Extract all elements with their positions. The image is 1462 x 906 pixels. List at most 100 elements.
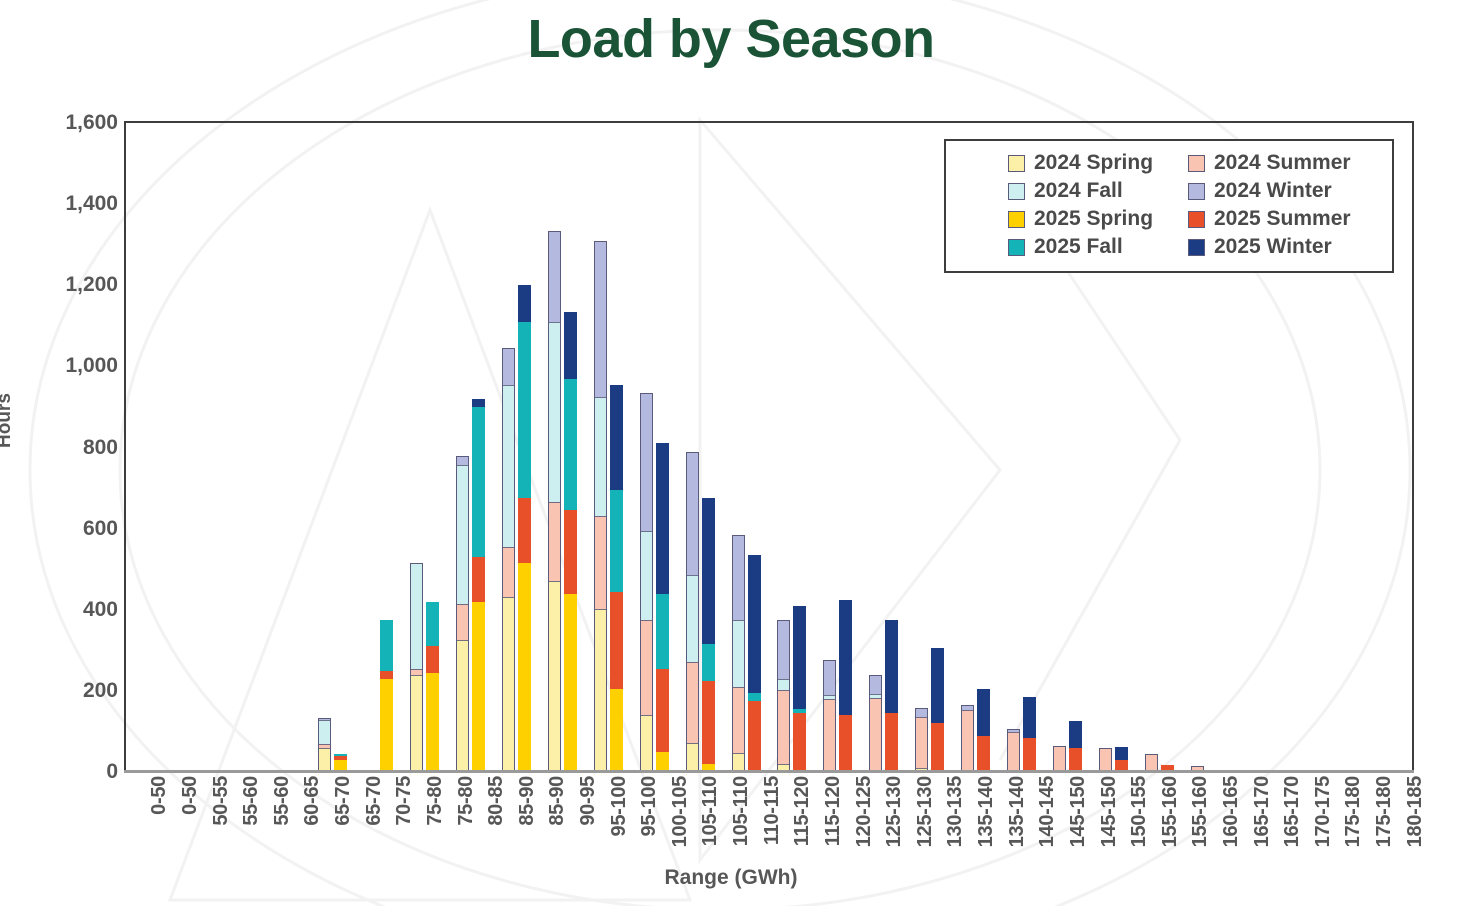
- x-axis-tick-label: 85-90: [515, 776, 538, 826]
- chart-title: Load by Season: [527, 9, 935, 69]
- bar-2024[interactable]: [869, 674, 883, 772]
- bar-2024[interactable]: [961, 705, 975, 772]
- bar-group: [448, 123, 494, 772]
- bar-segment: [548, 502, 560, 582]
- bar-segment: [502, 349, 514, 386]
- bar-2025[interactable]: [609, 384, 623, 772]
- bar-segment: [517, 285, 531, 322]
- bar-segment: [1069, 748, 1083, 772]
- bar-segment: [426, 601, 440, 647]
- bar-2025[interactable]: [1023, 696, 1037, 772]
- bar-2024[interactable]: [547, 230, 561, 772]
- bar-2025[interactable]: [426, 601, 440, 772]
- bar-segment: [471, 406, 485, 558]
- x-axis-tick-label: 145-150: [1066, 776, 1089, 848]
- bar-2024[interactable]: [823, 659, 837, 772]
- legend-item[interactable]: 2025 Winter: [1176, 233, 1382, 261]
- bar-2025[interactable]: [931, 648, 945, 772]
- bar-2025[interactable]: [1069, 721, 1083, 772]
- legend-item[interactable]: 2024 Summer: [1176, 149, 1382, 177]
- bar-segment: [1054, 746, 1066, 771]
- bar-2025[interactable]: [471, 398, 485, 772]
- bar-segment: [411, 564, 423, 669]
- bar-segment: [732, 620, 744, 687]
- bar-segment: [456, 456, 468, 465]
- bar-2025[interactable]: [701, 498, 715, 772]
- legend-item[interactable]: 2024 Fall: [956, 177, 1162, 205]
- x-axis-tick-label: 140-145: [1036, 776, 1059, 848]
- bar-segment: [732, 752, 744, 771]
- bar-segment: [732, 535, 744, 621]
- bar-segment: [594, 609, 606, 771]
- bar-segment: [594, 241, 606, 398]
- bar-2024[interactable]: [731, 534, 745, 772]
- bar-segment: [977, 735, 991, 772]
- bar-segment: [609, 490, 623, 592]
- x-axis-tick-label: 165-170: [1281, 776, 1304, 848]
- bar-segment: [594, 516, 606, 610]
- x-axis-tick-label: 55-60: [240, 776, 263, 826]
- bar-2024[interactable]: [1053, 745, 1067, 772]
- bar-segment: [839, 715, 853, 772]
- bar-segment: [548, 581, 560, 771]
- x-axis-tick-label: 55-60: [270, 776, 293, 826]
- x-axis-ticks: 0-50 0-50 50-55 55-60 55-60 60-65 65-70 65-70 70…: [126, 776, 1425, 872]
- x-axis-tick-label: 65-70: [362, 776, 385, 826]
- x-axis-tick-label: 75-80: [454, 776, 477, 826]
- bar-2024[interactable]: [1007, 729, 1021, 772]
- bar-2024[interactable]: [777, 620, 791, 772]
- x-axis-tick-label: 155-160: [1158, 776, 1181, 848]
- bar-group: [815, 123, 861, 772]
- bar-segment: [517, 563, 531, 772]
- bar-segment: [609, 591, 623, 689]
- bar-2025[interactable]: [380, 619, 394, 772]
- bar-segment: [778, 689, 790, 764]
- x-axis-tick-label: 80-85: [485, 776, 508, 826]
- bar-2024[interactable]: [318, 718, 332, 772]
- legend-item[interactable]: 2025 Summer: [1176, 205, 1382, 233]
- bar-2025[interactable]: [563, 311, 577, 772]
- bar-group: [769, 123, 815, 772]
- legend-item[interactable]: 2025 Fall: [956, 233, 1162, 261]
- bar-2025[interactable]: [793, 605, 807, 772]
- legend-item[interactable]: 2024 Spring: [956, 149, 1162, 177]
- bar-2024[interactable]: [410, 563, 424, 772]
- bar-segment: [747, 555, 761, 693]
- x-axis-tick-label: 95-100: [638, 776, 661, 837]
- bar-segment: [870, 697, 882, 771]
- x-axis-tick-label: 120-125: [852, 776, 875, 848]
- x-axis-tick-label: 75-80: [423, 776, 446, 826]
- bar-segment: [471, 601, 485, 772]
- bar-2024[interactable]: [455, 455, 469, 772]
- bar-group: [539, 123, 585, 772]
- bar-2025[interactable]: [885, 619, 899, 772]
- x-axis-tick-label: 130-135: [944, 776, 967, 848]
- bar-segment: [594, 397, 606, 517]
- bar-segment: [640, 714, 652, 771]
- bar-segment: [517, 498, 531, 564]
- bar-2025[interactable]: [1114, 746, 1128, 772]
- bar-2025[interactable]: [839, 599, 853, 772]
- bar-2025[interactable]: [655, 443, 669, 772]
- bar-2024[interactable]: [639, 392, 653, 772]
- x-axis-tick-label: 170-175: [1311, 776, 1334, 848]
- bar-segment: [1099, 748, 1111, 771]
- legend-item-label: 2025 Fall: [1034, 235, 1123, 258]
- bar-segment: [502, 385, 514, 547]
- bar-2024[interactable]: [1098, 747, 1112, 772]
- bar-2024[interactable]: [915, 707, 929, 772]
- bar-2025[interactable]: [977, 688, 991, 772]
- bar-2025[interactable]: [747, 555, 761, 772]
- legend-swatch-icon: [1008, 182, 1025, 200]
- x-axis-tick-label: 135-140: [1005, 776, 1028, 848]
- bar-2024[interactable]: [685, 451, 699, 772]
- bar-group: [585, 123, 631, 772]
- bar-2025[interactable]: [517, 285, 531, 772]
- bar-segment: [563, 593, 577, 772]
- bar-2024[interactable]: [593, 240, 607, 772]
- bar-2024[interactable]: [501, 348, 515, 772]
- legend-item[interactable]: 2025 Spring: [956, 205, 1162, 233]
- legend-item[interactable]: 2024 Winter: [1176, 177, 1382, 205]
- bar-segment: [977, 688, 991, 736]
